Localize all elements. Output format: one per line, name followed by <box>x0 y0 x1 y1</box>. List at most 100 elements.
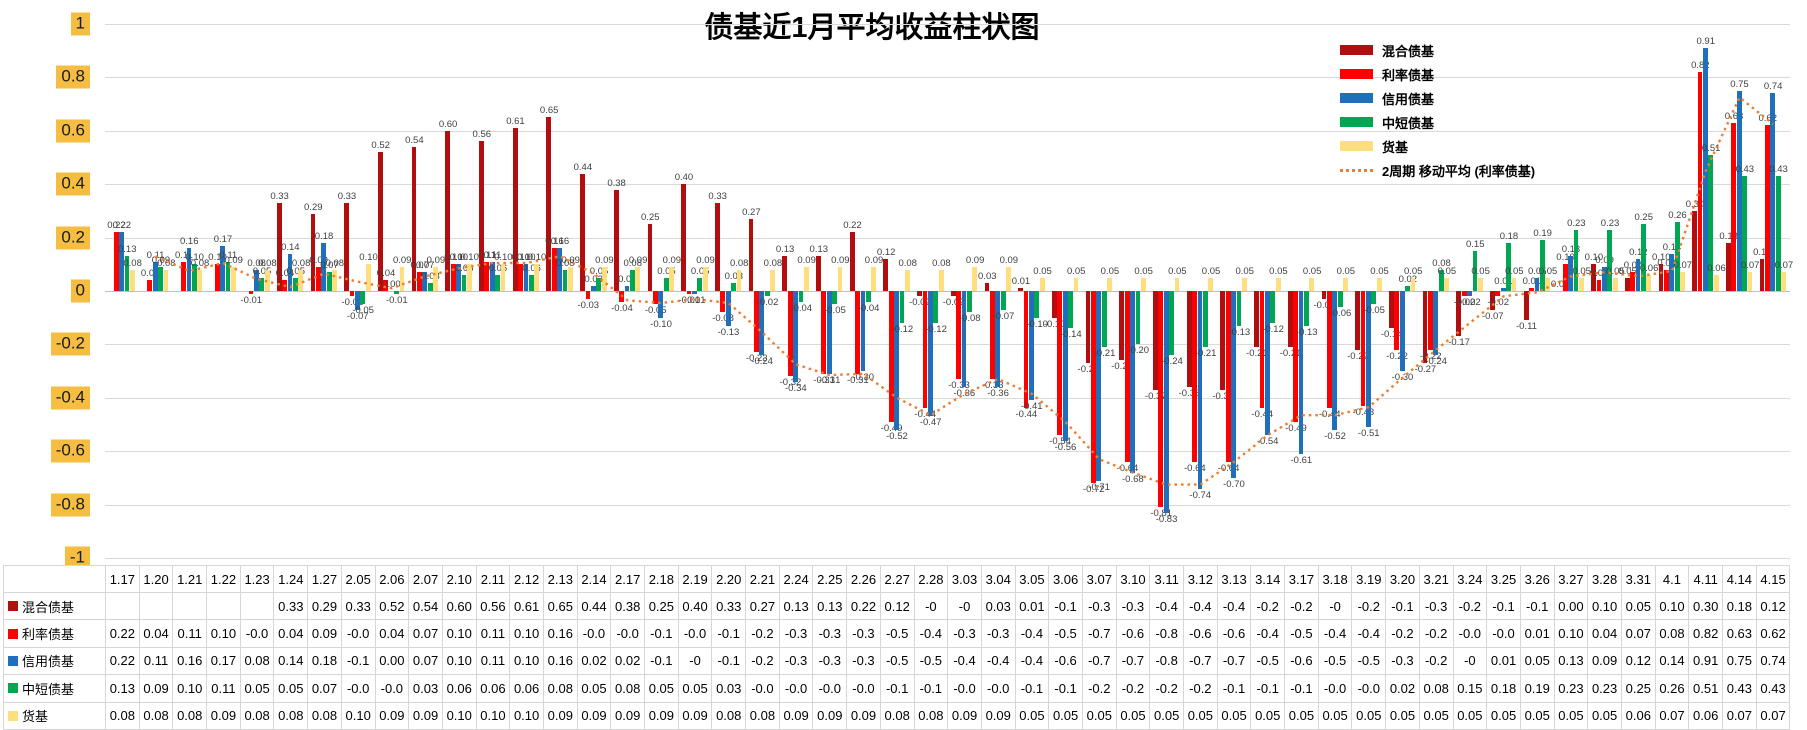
table-value-cell[interactable]: -0.3 <box>1419 593 1454 621</box>
bar[interactable] <box>231 266 236 291</box>
table-value-cell[interactable]: -0.0 <box>240 620 275 648</box>
table-value-cell[interactable]: 0.05 <box>1352 702 1387 730</box>
table-value-cell[interactable]: -0.5 <box>914 647 949 676</box>
date-header-cell[interactable]: 3.12 <box>1184 566 1218 593</box>
bar[interactable] <box>624 285 630 291</box>
table-value-cell[interactable]: 0.05 <box>1453 702 1488 730</box>
table-value-cell[interactable]: 0.08 <box>274 702 309 730</box>
table-value-cell[interactable]: -0.6 <box>1285 647 1319 676</box>
bar[interactable] <box>917 291 922 297</box>
table-value-cell[interactable]: 0.09 <box>611 702 645 730</box>
legend-item-series-4[interactable]: 货基 <box>1340 134 1535 158</box>
bar[interactable] <box>427 282 433 291</box>
bar[interactable] <box>1163 291 1169 513</box>
bar[interactable] <box>1298 291 1304 454</box>
bar[interactable] <box>1394 291 1400 350</box>
bar[interactable] <box>248 291 254 294</box>
bar[interactable] <box>1236 291 1242 326</box>
table-value-cell[interactable]: 0.15 <box>1453 675 1488 703</box>
bar[interactable] <box>1029 291 1034 401</box>
date-header-cell[interactable]: 3.18 <box>1318 566 1353 593</box>
bar[interactable] <box>1410 277 1416 291</box>
table-value-cell[interactable]: 0.16 <box>173 647 208 676</box>
table-value-cell[interactable]: 0.07 <box>1723 702 1757 730</box>
table-value-cell[interactable]: 0.05 <box>1285 702 1319 730</box>
table-value-cell[interactable]: 0.05 <box>645 675 679 703</box>
table-value-cell[interactable]: 0.22 <box>106 647 140 676</box>
table-value-cell[interactable]: 0.11 <box>139 647 174 676</box>
table-value-cell[interactable]: 0.22 <box>106 620 140 648</box>
bar[interactable] <box>692 291 697 294</box>
table-value-cell[interactable] <box>207 593 241 621</box>
date-header-cell[interactable]: 3.25 <box>1487 566 1521 593</box>
bar[interactable] <box>1742 176 1747 291</box>
bar[interactable] <box>1641 224 1646 291</box>
bar[interactable] <box>360 291 366 305</box>
bar[interactable] <box>1523 291 1529 321</box>
table-value-cell[interactable]: 0.00 <box>1554 593 1589 621</box>
table-value-cell[interactable]: -0.3 <box>948 620 982 648</box>
bar[interactable] <box>989 291 995 380</box>
table-value-cell[interactable]: -0.5 <box>1318 647 1353 676</box>
bar[interactable] <box>1073 277 1079 291</box>
table-value-cell[interactable]: 0.10 <box>207 620 241 648</box>
table-value-cell[interactable]: -0.5 <box>1352 647 1387 676</box>
bar[interactable] <box>647 224 653 291</box>
date-header-cell[interactable]: 4.14 <box>1723 566 1757 593</box>
table-value-cell[interactable]: 0.06 <box>442 675 477 703</box>
bar[interactable] <box>938 269 944 291</box>
series-row-header[interactable]: 货基 <box>4 702 106 730</box>
table-value-cell[interactable]: -0.0 <box>341 620 376 648</box>
bar[interactable] <box>1545 277 1551 291</box>
bar[interactable] <box>1135 291 1141 345</box>
table-value-cell[interactable]: -0.7 <box>1082 620 1117 648</box>
table-value-cell[interactable]: 0.09 <box>543 702 578 730</box>
bar[interactable] <box>1225 291 1231 462</box>
bar[interactable] <box>961 291 967 388</box>
table-value-cell[interactable]: 0.03 <box>712 675 747 703</box>
bar[interactable] <box>821 291 827 374</box>
bar[interactable] <box>293 277 298 291</box>
bar[interactable] <box>894 291 900 430</box>
date-header-cell[interactable]: 2.14 <box>577 566 612 593</box>
table-value-cell[interactable] <box>240 593 275 621</box>
table-value-cell[interactable]: 0.00 <box>375 647 410 676</box>
table-value-cell[interactable]: -0.2 <box>1251 593 1286 621</box>
table-value-cell[interactable]: -0.3 <box>813 620 848 648</box>
table-value-cell[interactable]: -0 <box>1318 593 1353 621</box>
table-value-cell[interactable]: 0.05 <box>240 675 275 703</box>
bar[interactable] <box>596 277 602 291</box>
table-value-cell[interactable]: 0.08 <box>308 702 342 730</box>
table-value-cell[interactable]: 0.10 <box>1655 593 1690 621</box>
bar[interactable] <box>562 269 568 291</box>
date-header-cell[interactable]: 2.13 <box>543 566 578 593</box>
bar[interactable] <box>298 269 304 291</box>
table-value-cell[interactable]: 0.07 <box>308 675 342 703</box>
table-value-cell[interactable]: -0.3 <box>779 620 814 648</box>
date-header-cell[interactable]: 2.11 <box>476 566 511 593</box>
table-value-cell[interactable]: 0.10 <box>476 702 511 730</box>
table-value-cell[interactable]: 0.06 <box>1689 702 1723 730</box>
bar[interactable] <box>1495 291 1501 297</box>
table-value-cell[interactable]: -0.0 <box>375 675 410 703</box>
table-value-cell[interactable]: -0.4 <box>914 620 949 648</box>
bar[interactable] <box>956 291 962 380</box>
bar[interactable] <box>803 266 809 291</box>
bar[interactable] <box>731 282 736 291</box>
bar[interactable] <box>1477 277 1483 291</box>
bar[interactable] <box>119 232 124 291</box>
date-header-cell[interactable]: 3.11 <box>1150 566 1184 593</box>
table-value-cell[interactable]: 0.63 <box>1723 620 1757 648</box>
bar[interactable] <box>113 232 119 291</box>
table-value-cell[interactable]: 0.27 <box>746 593 780 621</box>
table-value-cell[interactable]: 0.08 <box>240 702 275 730</box>
table-value-cell[interactable]: 0.08 <box>106 702 140 730</box>
bar[interactable] <box>1663 269 1669 291</box>
bar[interactable] <box>714 202 720 291</box>
table-value-cell[interactable]: 0.16 <box>543 647 578 676</box>
table-value-cell[interactable]: 0.09 <box>1588 647 1622 676</box>
date-header-cell[interactable]: 3.04 <box>981 566 1016 593</box>
date-header-cell[interactable]: 3.07 <box>1082 566 1117 593</box>
bar[interactable] <box>1697 72 1703 291</box>
table-value-cell[interactable]: 0.05 <box>1184 702 1218 730</box>
